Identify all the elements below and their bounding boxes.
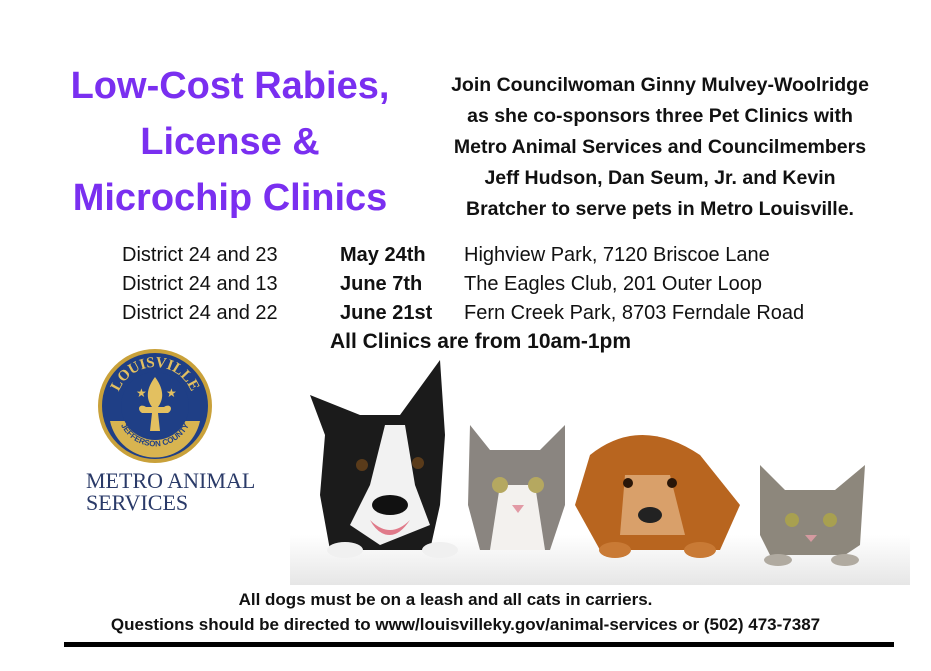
schedule-row: District 24 and 23 May 24th Highview Par… [122,241,804,270]
org-line: SERVICES [86,490,189,515]
schedule-row: District 24 and 22 June 21st Fern Creek … [122,299,804,328]
louisville-seal-icon: ★ ★ LOUISVILLE JEFFERSON COUNTY [98,349,212,463]
title-line: License & [140,121,320,163]
date: June 21st [340,302,433,324]
cat-tabby-white [468,425,565,550]
flyer-title: Low-Cost Rabies, License & Microchip Cli… [40,58,420,226]
district: District 24 and 13 [122,273,278,295]
leash-notice: All dogs must be on a leash and all cats… [238,590,653,609]
date: June 7th [340,273,423,295]
title-line: Microchip Clinics [72,177,388,219]
clinic-schedule: District 24 and 23 May 24th Highview Par… [122,241,804,328]
intro-line: Metro Animal Services and Councilmembers [453,136,867,158]
intro-line: Join Councilwoman Ginny Mulvey-Woolridge [451,74,869,96]
org-name: METRO ANIMAL SERVICES [86,470,266,514]
intro-text: Join Councilwoman Ginny Mulvey-Woolridge… [420,70,900,225]
title-line: Low-Cost Rabies, [70,65,390,107]
clinic-hours: All Clinics are from 10am-1pm [0,330,931,354]
dog-golden [575,435,740,558]
schedule-row: District 24 and 13 June 7th The Eagles C… [122,270,804,299]
date: May 24th [340,244,426,266]
intro-line: Jeff Hudson, Dan Seum, Jr. and Kevin [484,167,836,189]
cat-tabby-gray [760,465,865,566]
svg-text:★: ★ [166,386,177,400]
location: Fern Creek Park, 8703 Ferndale Road [464,302,805,324]
svg-text:★: ★ [136,386,147,400]
location: The Eagles Club, 201 Outer Loop [464,273,762,295]
bottom-divider [64,642,894,647]
intro-line: as she co-sponsors three Pet Clinics wit… [467,105,853,127]
contact-info: Questions should be directed to www/loui… [110,615,821,634]
metro-animal-services-logo: ★ ★ LOUISVILLE JEFFERSON COUNTY METRO AN… [86,343,266,514]
org-line: METRO ANIMAL [86,468,256,493]
location: Highview Park, 7120 Briscoe Lane [464,244,770,266]
hours-text: All Clinics are from 10am-1pm [329,330,632,353]
district: District 24 and 22 [122,302,278,324]
dog-black-white [310,360,458,558]
district: District 24 and 23 [122,244,278,266]
pets-photo [290,360,910,585]
intro-line: Bratcher to serve pets in Metro Louisvil… [466,198,854,220]
